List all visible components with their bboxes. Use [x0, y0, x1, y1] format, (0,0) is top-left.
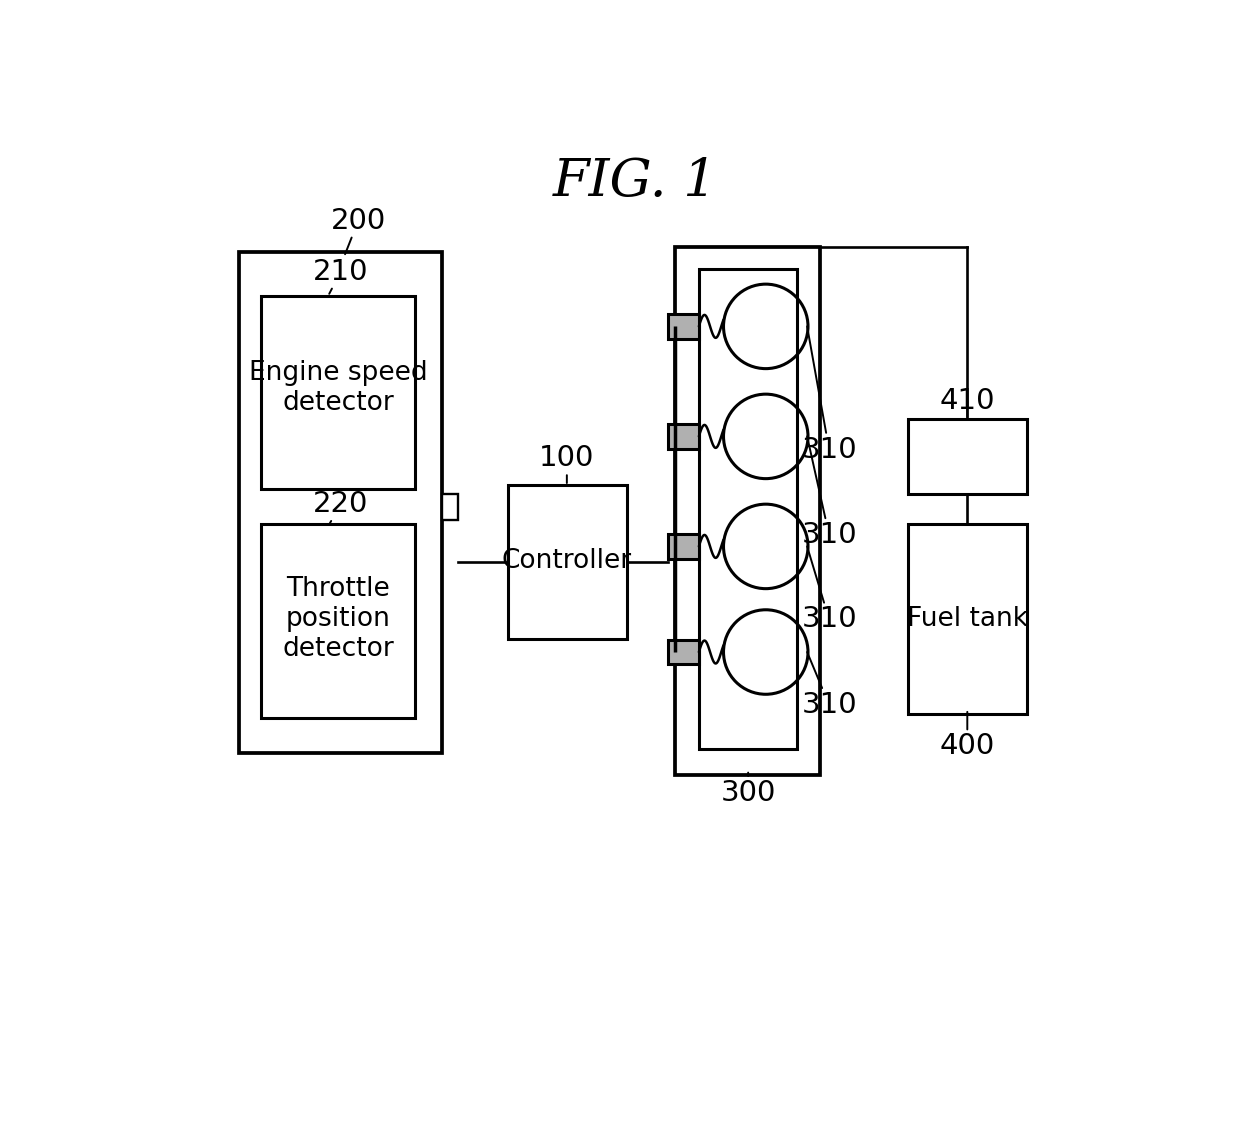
Bar	[508, 485, 626, 639]
Bar	[668, 314, 699, 338]
Text: 300: 300	[720, 773, 776, 807]
Text: 310: 310	[801, 652, 857, 719]
Bar	[239, 251, 441, 753]
Text: 210: 210	[312, 258, 368, 294]
Text: 200: 200	[331, 207, 386, 254]
Bar	[441, 494, 458, 520]
Bar	[909, 525, 1027, 713]
Bar	[909, 418, 1027, 494]
Bar	[668, 424, 699, 449]
Text: 220: 220	[312, 490, 368, 525]
Bar	[262, 296, 415, 489]
Bar	[699, 269, 797, 749]
Text: 100: 100	[539, 445, 594, 483]
Text: Throttle
position
detector: Throttle position detector	[283, 576, 394, 662]
Bar	[262, 525, 415, 718]
Text: 310: 310	[801, 546, 857, 633]
Bar	[675, 247, 821, 775]
Text: FIG. 1: FIG. 1	[553, 155, 718, 207]
Text: 400: 400	[940, 712, 994, 760]
Bar	[668, 534, 699, 559]
Bar	[668, 640, 699, 664]
Text: 410: 410	[940, 387, 994, 417]
Text: 310: 310	[801, 327, 857, 464]
Text: Fuel tank: Fuel tank	[906, 606, 1028, 632]
Text: Controller: Controller	[502, 549, 632, 575]
Text: Engine speed
detector: Engine speed detector	[249, 360, 428, 416]
Text: 310: 310	[801, 437, 857, 549]
